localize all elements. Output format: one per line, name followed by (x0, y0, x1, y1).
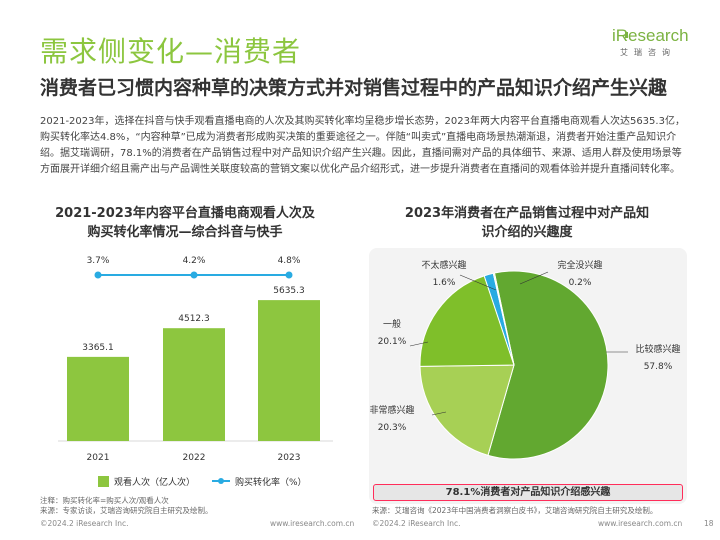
footer-url-right: www.iresearch.com.cn (598, 519, 683, 528)
rate-label-2022: 4.2% (183, 256, 206, 266)
rate-label-2023: 4.8% (278, 256, 301, 266)
pie-label-4: 完全没兴趣 (557, 259, 602, 271)
legend-line-label: 购买转化率（%） (235, 476, 307, 488)
footer-copyright-left: ©2024.2 iResearch Inc. (40, 519, 129, 528)
footer-url-left: www.iresearch.com.cn (270, 519, 355, 528)
pie-leader-3 (459, 274, 497, 291)
left-chart-note: 注释：购买转化率=购买人次/观看人次 (40, 496, 169, 505)
logo-wordmark: iResearch (612, 26, 689, 45)
summary-paragraph: 2021-2023年，选择在抖音与快手观看直播电商的人次及其购买转化率均呈稳步增… (40, 116, 685, 175)
right-chart-title-line2: 识介绍的兴趣度 (481, 225, 573, 240)
pie-label-0: 比较感兴趣 (635, 343, 680, 355)
pie-slice-0 (487, 270, 609, 460)
pie-value-2: 20.1% (378, 337, 407, 347)
page-number: 18 (704, 519, 714, 528)
pie-value-4: 0.2% (569, 278, 592, 288)
bar-chart: 3365.1 2021 4512.3 2022 5635.3 2023 3.7% 4.2% 4.… (58, 256, 333, 488)
left-chart-title-line2: 购买转化率情况—综合抖音与快手 (87, 225, 283, 240)
legend-bar-label: 观看人次（亿人次） (114, 476, 195, 488)
right-chart-title: 2023年消费者在产品销售过程中对产品知 识介绍的兴趣度 (372, 204, 682, 242)
rate-point-2021 (94, 271, 102, 279)
left-chart-title: 2021-2023年内容平台直播电商观看人次及 购买转化率情况—综合抖音与快手 (40, 204, 330, 242)
bar-label-2023: 5635.3 (273, 286, 305, 296)
bar-label-2022: 4512.3 (178, 314, 210, 324)
logo-chinese-name: 艾瑞咨询 (620, 48, 676, 57)
x-tick-2021: 2021 (87, 453, 110, 463)
pie-label-2: 一般 (383, 318, 401, 330)
pie-slice-2 (419, 275, 515, 367)
bar-2023 (258, 300, 320, 441)
left-chart-source: 来源：专家访谈，艾瑞咨询研究院自主研究及绘制。 (40, 506, 213, 515)
rate-label-2021: 3.7% (87, 256, 110, 266)
pie-leader-4 (519, 271, 549, 285)
iresearch-logo: iResearch 艾瑞咨询 (612, 26, 712, 70)
logo-accent-icon (625, 32, 628, 38)
pie-value-0: 57.8% (644, 362, 673, 372)
rate-point-2022 (190, 271, 198, 279)
x-tick-2022: 2022 (183, 453, 206, 463)
left-chart-title-line1: 2021-2023年内容平台直播电商观看人次及 (55, 206, 315, 221)
legend-bar-swatch (98, 476, 109, 487)
pie-slice-1 (419, 364, 515, 456)
pie-value-3: 1.6% (433, 278, 456, 288)
pie-value-1: 20.3% (378, 423, 407, 433)
rate-point-2023 (285, 271, 293, 279)
pie-label-3: 不太感兴趣 (421, 259, 466, 271)
pie-leader-1 (431, 411, 447, 416)
highlight-box: 78.1%消费者对产品知识介绍感兴趣 (373, 484, 683, 501)
bar-2022 (163, 328, 225, 441)
footer-copyright-right: ©2024.2 iResearch Inc. (372, 519, 461, 528)
right-chart-title-line1: 2023年消费者在产品销售过程中对产品知 (404, 206, 650, 221)
page-title: 需求侧变化—消费者 (40, 35, 302, 68)
pie-label-1: 非常感兴趣 (369, 404, 414, 416)
bar-label-2021: 3365.1 (82, 343, 114, 353)
x-tick-2023: 2023 (278, 453, 301, 463)
page-subtitle: 消费者已习惯内容种草的决策方式并对销售过程中的产品知识介绍产生兴趣 (40, 77, 668, 99)
bar-2021 (67, 356, 129, 441)
pie-chart: 比较感兴趣 57.8% 非常感兴趣 20.3% 一般 20.1% 不太感兴趣 1.6% 完全没兴… (369, 259, 681, 460)
pie-slice-4 (492, 272, 515, 366)
legend-line-marker (218, 478, 224, 484)
pie-leader-2 (409, 341, 429, 347)
right-chart-source: 来源：艾瑞咨询《2023年中国消费者洞察白皮书》，艾瑞咨询研究院自主研究及绘制。 (372, 506, 658, 515)
